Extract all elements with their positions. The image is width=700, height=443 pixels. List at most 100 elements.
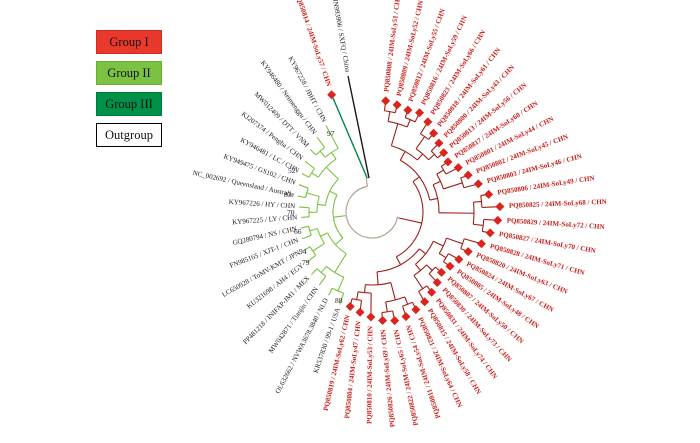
- taxon-diamond-icon: [453, 163, 463, 173]
- taxon-diamond-icon: [327, 90, 337, 100]
- tree-branch: [429, 197, 438, 201]
- tree-branch: [339, 293, 345, 305]
- tree-branch: [406, 119, 411, 128]
- taxon-diamond-icon: [454, 254, 464, 264]
- tree-branch: [297, 195, 306, 199]
- tree-branch: [387, 111, 391, 122]
- legend-item-group-3: Group III: [96, 92, 162, 116]
- taxon-diamond-icon: [495, 202, 505, 212]
- tree-branch: [331, 152, 337, 160]
- taxon-diamond-icon: [432, 277, 442, 287]
- tree-branch: [301, 172, 310, 178]
- taxon-label: PQ850825 / 24IM-SoLy68 / CHN: [509, 198, 607, 210]
- tree-branch: [404, 296, 409, 305]
- tree-branch-arc: [345, 185, 399, 239]
- legend: Group I Group II Group III Outgroup: [96, 30, 162, 154]
- taxon-label: KY967226 / HY / CHN: [228, 198, 295, 211]
- taxon-diamond-icon: [443, 157, 453, 167]
- tree-branch: [328, 288, 333, 296]
- taxon-diamond-icon: [463, 170, 473, 180]
- legend-label-group-3: Group III: [105, 96, 153, 111]
- legend-item-group-2: Group II: [96, 61, 162, 85]
- tree-branch: [311, 172, 319, 178]
- bootstrap-value: 83: [284, 190, 292, 199]
- taxon-diamond-icon: [411, 305, 421, 315]
- tree-branch: [356, 291, 359, 300]
- taxon-diamond-icon: [473, 179, 483, 189]
- taxon-diamond-icon: [378, 315, 388, 325]
- tree-branch: [334, 253, 347, 273]
- tree-branch: [428, 153, 435, 161]
- taxon-diamond-icon: [476, 239, 486, 249]
- taxon-diamond-icon: [439, 148, 449, 158]
- bootstrap-value: 52: [288, 166, 296, 175]
- tree-branch: [364, 284, 366, 293]
- tree-branch: [306, 192, 320, 198]
- taxon-diamond-icon: [401, 312, 411, 322]
- tree-branch: [473, 200, 482, 203]
- tree-branch: [438, 253, 447, 259]
- tree-branch: [335, 237, 344, 246]
- legend-label-group-2: Group II: [107, 65, 151, 80]
- taxon-diamond-icon: [434, 138, 444, 148]
- tree-branch: [337, 276, 345, 292]
- tree-branch: [320, 266, 327, 273]
- bootstrap-value: 79: [302, 258, 310, 267]
- tree-branch: [436, 169, 444, 175]
- bootstrap-value: 66: [294, 227, 302, 236]
- tree-branch: [298, 184, 309, 189]
- tree-branch: [325, 125, 339, 149]
- taxon-diamond-icon: [493, 215, 503, 225]
- tree-branch: [301, 234, 312, 240]
- taxon-diamond-icon: [403, 105, 413, 115]
- tree-branch: [318, 275, 327, 286]
- tree-branch-arc: [324, 178, 339, 206]
- taxon-diamond-icon: [390, 316, 400, 326]
- tree-branch: [304, 160, 315, 170]
- taxon-diamond-icon: [366, 312, 376, 322]
- taxon-label: JN993906 / SXFQ / China: [331, 0, 352, 74]
- bootstrap-value: 97: [327, 129, 335, 138]
- taxon-diamond-icon: [484, 189, 494, 199]
- taxon-diamond-icon: [381, 96, 391, 106]
- tree-branch: [433, 240, 444, 247]
- tree-branch: [320, 232, 328, 237]
- taxon-diamond-icon: [463, 247, 473, 257]
- tree-branch: [385, 301, 388, 312]
- tree-branch: [317, 203, 326, 206]
- tree-branch: [319, 150, 326, 158]
- taxon-diamond-icon: [392, 100, 402, 110]
- tree-branch: [443, 182, 463, 190]
- taxon-diamond-icon: [485, 228, 495, 238]
- taxon-diamond-icon: [436, 267, 446, 277]
- tree-branch: [329, 190, 338, 196]
- tree-branch: [325, 166, 339, 180]
- tree-branch: [302, 246, 311, 252]
- tree-branch-arc: [396, 181, 424, 258]
- tree-branch: [419, 248, 426, 255]
- tree-branch: [305, 254, 317, 264]
- tree-branch: [333, 215, 346, 218]
- tree-branch: [300, 225, 309, 229]
- legend-item-outgroup: Outgroup: [96, 123, 162, 147]
- tree-branch: [399, 151, 406, 161]
- tree-branch: [376, 271, 379, 285]
- tree-branch: [415, 263, 421, 271]
- tree-branch: [312, 242, 325, 252]
- tree-branch: [390, 282, 396, 301]
- legend-item-group-1: Group I: [96, 30, 162, 54]
- tree-branch: [413, 275, 424, 290]
- legend-label-outgroup: Outgroup: [105, 127, 153, 142]
- tree-branch: [426, 264, 433, 271]
- tree-branch: [311, 268, 318, 275]
- tree-branch: [446, 237, 463, 245]
- bootstrap-value: 88: [335, 296, 343, 305]
- tree-branch: [416, 153, 424, 161]
- taxon-diamond-icon: [445, 261, 455, 271]
- taxon-diamond-icon: [345, 302, 355, 312]
- taxon-label: PQ850810 / 24IM-SoLy53 / CHN: [365, 326, 374, 424]
- tree-branch: [301, 216, 310, 218]
- taxon-diamond-icon: [423, 117, 433, 127]
